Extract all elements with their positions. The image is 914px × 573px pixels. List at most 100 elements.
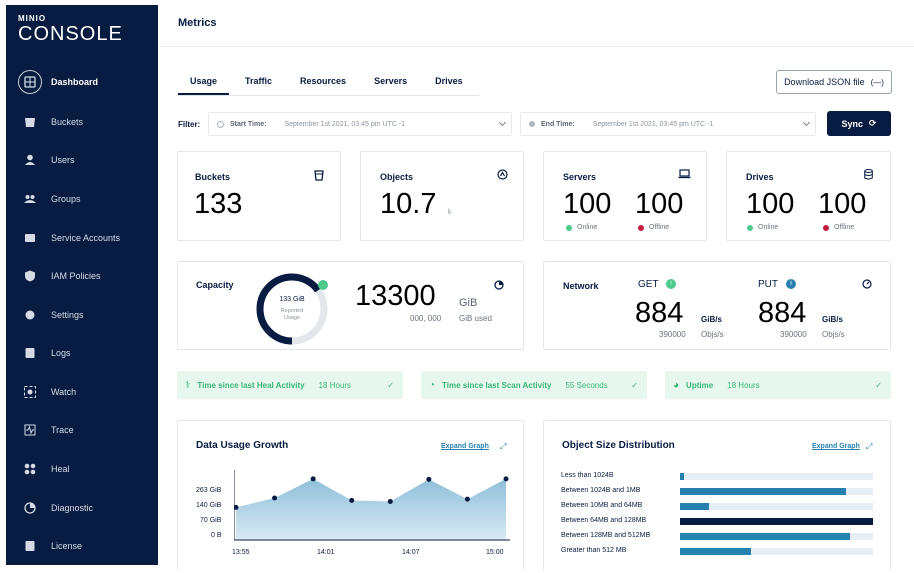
object-size-card: Object Size Distribution Expand Graph ⤢ <box>543 420 891 570</box>
sidebar-item-license[interactable]: License <box>6 531 158 561</box>
sidebar-item-label: Users <box>51 155 75 165</box>
heal-activity-value: 18 Hours <box>318 380 352 390</box>
object-size-row-label: Between 64MB and 128MB <box>561 517 647 524</box>
get-rate-value: 884 <box>635 297 684 329</box>
data-usage-point <box>503 476 509 482</box>
expand-icon[interactable]: ⤢ <box>866 442 873 451</box>
network-title: Network <box>563 281 599 291</box>
sidebar-item-label: Service Accounts <box>51 233 121 243</box>
object-size-row-label: Less than 1024B <box>561 472 614 479</box>
object-size-bar-track <box>680 518 873 525</box>
trace-icon <box>18 418 42 442</box>
sidebar-item-label: Trace <box>51 425 74 435</box>
chevron-down-icon <box>498 118 507 127</box>
capacity-ring-marker <box>318 280 328 290</box>
capacity-used-value: 000, 000 <box>410 314 442 323</box>
sidebar-item-logs[interactable]: Logs <box>6 338 158 368</box>
sidebar-item-groups[interactable]: Groups <box>6 184 158 214</box>
download-json-button[interactable]: Download JSON file (—) <box>776 70 892 94</box>
uptime-icon: ◕ <box>673 379 680 391</box>
object-size-bar <box>680 473 684 480</box>
end-time-picker[interactable]: End Time: September 1st 2021, 03:45 pm U… <box>520 112 816 136</box>
get-label: GET <box>638 279 659 290</box>
objects-title: Objects <box>380 172 414 182</box>
scan-activity-status: ◔ Time since last Scan Activity 55 Secon… <box>421 371 647 399</box>
data-usage-point <box>310 476 316 482</box>
network-card: Network GET ↑ PUT i 884 884 GiB/s GiB/s … <box>543 261 891 350</box>
clock-icon <box>217 120 224 128</box>
tab-traffic[interactable]: Traffic <box>245 76 273 86</box>
tab-usage[interactable]: Usage <box>178 70 230 95</box>
shield-icon <box>18 264 42 288</box>
data-usage-card: Data Usage Growth Expand Graph ⤢ <box>177 420 524 570</box>
check-icon: ✓ <box>875 380 882 390</box>
object-size-bar-track <box>680 473 873 480</box>
sidebar-item-service-accounts[interactable]: Service Accounts <box>6 223 158 253</box>
data-usage-point <box>426 476 432 482</box>
tab-resources[interactable]: Resources <box>300 76 347 86</box>
sidebar: MINIO CONSOLE Dashboard Buckets Users Group… <box>6 5 158 565</box>
put-objs-unit: Objs/s <box>822 330 845 339</box>
uptime-value: 18 Hours <box>727 380 760 390</box>
capacity-ring-arc <box>256 273 328 345</box>
sidebar-item-dashboard[interactable]: Dashboard <box>6 67 158 97</box>
object-size-bar-track <box>680 548 873 555</box>
end-time-value: September 1st 2021, 03:45 pm UTC -1 <box>592 120 714 128</box>
sidebar-item-label: Watch <box>51 387 77 397</box>
sidebar-item-iam-policies[interactable]: IAM Policies <box>6 261 158 291</box>
capacity-ring-label-2: Usage <box>284 315 300 321</box>
x-tick-1401: 14:01 <box>317 549 335 556</box>
sidebar-item-buckets[interactable]: Buckets <box>6 107 158 137</box>
sync-button[interactable]: Sync ⟳ <box>827 111 891 136</box>
user-icon <box>18 148 42 172</box>
scan-activity-label: Time since last Scan Activity <box>442 380 552 390</box>
sync-label: Sync <box>841 118 863 129</box>
uptime-label: Uptime <box>686 380 714 390</box>
sidebar-item-watch[interactable]: Watch <box>6 377 158 407</box>
bucket-icon <box>314 170 324 184</box>
get-objs-unit: Objs/s <box>701 330 724 339</box>
check-icon: ✓ <box>631 380 638 390</box>
object-size-bar <box>680 533 850 540</box>
end-time-label: End Time: <box>541 120 575 128</box>
sidebar-item-heal[interactable]: Heal <box>6 454 158 484</box>
drives-card: Drives 100 100 Online Offline <box>726 151 891 241</box>
x-tick-1500: 15:00 <box>486 549 504 556</box>
data-usage-point <box>387 499 393 504</box>
filter-label: Filter: <box>178 120 201 129</box>
database-icon <box>864 169 873 183</box>
sidebar-item-trace[interactable]: Trace <box>6 415 158 445</box>
sidebar-item-settings[interactable]: Settings <box>6 300 158 330</box>
tab-servers[interactable]: Servers <box>374 76 408 86</box>
object-size-bar <box>680 503 709 510</box>
heal-activity-status: ⚕ Time since last Heal Activity 18 Hours… <box>177 371 403 399</box>
expand-icon[interactable]: ⤢ <box>500 442 507 451</box>
pie-chart-icon <box>494 280 504 293</box>
servers-offline-label: Offline <box>649 224 670 231</box>
data-usage-point <box>272 495 278 501</box>
get-arrow-icon: ↑ <box>666 279 676 289</box>
buckets-value: 133 <box>194 188 243 220</box>
capacity-ring-chart <box>256 273 328 345</box>
tab-drives[interactable]: Drives <box>435 76 463 86</box>
offline-dot-icon <box>638 224 644 231</box>
data-usage-expand-link[interactable]: Expand Graph <box>441 443 489 450</box>
sidebar-item-diagnostic[interactable]: Diagnostic <box>6 493 158 523</box>
sidebar-item-label: License <box>51 541 83 551</box>
uptime-status: ◕ Uptime 18 Hours ✓ <box>665 371 891 399</box>
data-usage-point <box>464 496 470 502</box>
online-dot-icon <box>747 224 753 231</box>
minio-console-logo[interactable]: MINIO CONSOLE <box>18 14 123 45</box>
start-time-picker[interactable]: Start Time: September 1st 2021, 03:45 pm… <box>208 112 512 136</box>
chevron-down-icon <box>802 118 811 127</box>
capacity-used-label: GiB used <box>459 314 492 323</box>
objects-unit: k <box>448 209 452 216</box>
put-objs-value: 390000 <box>780 330 807 339</box>
y-tick-140: 140 GiB <box>196 502 222 509</box>
object-size-row-label: Between 10MB and 64MB <box>561 502 643 509</box>
object-size-expand-link[interactable]: Expand Graph <box>812 443 860 450</box>
object-size-bar <box>680 488 846 495</box>
x-tick-1355: 13:55 <box>232 549 250 556</box>
object-size-row-label: Between 1024B and 1MB <box>561 487 641 494</box>
sidebar-item-users[interactable]: Users <box>6 145 158 175</box>
